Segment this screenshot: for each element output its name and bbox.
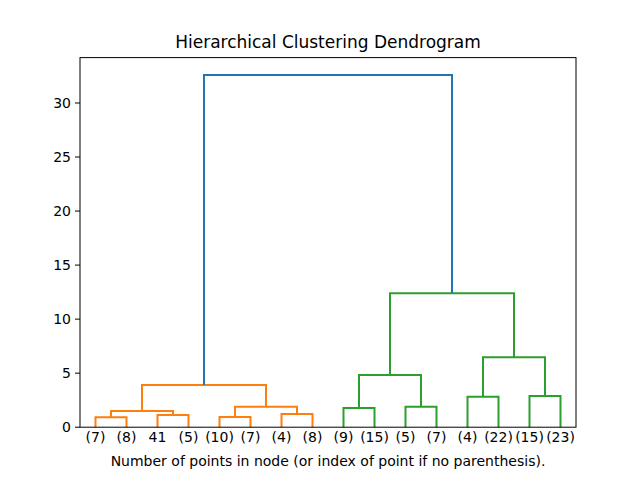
y-tick-label: 15 <box>53 257 71 273</box>
leaf-label: (7) <box>86 429 106 445</box>
y-tick-label: 25 <box>53 149 71 165</box>
dendrogram-link-K <box>468 397 499 428</box>
leaf-label: (5) <box>179 429 199 445</box>
dendrogram-link-L <box>530 396 561 427</box>
y-tick-label: 0 <box>62 419 71 435</box>
dendrogram-link-J <box>359 375 421 408</box>
dendrogram-link-H <box>344 408 375 427</box>
leaf-label: (4) <box>458 429 478 445</box>
leaf-label: (8) <box>117 429 137 445</box>
leaf-label: (5) <box>396 429 416 445</box>
leaf-label: (22) <box>484 429 513 445</box>
dendrogram-link-D <box>220 417 251 427</box>
leaf-label: (7) <box>427 429 447 445</box>
dendrogram-link-M <box>483 357 545 396</box>
leaf-label: (23) <box>546 429 575 445</box>
leaf-label: 41 <box>149 429 167 445</box>
y-axis-ticks: 0 5 10 15 20 25 30 <box>53 95 80 435</box>
x-axis-leaf-labels: (7) (8) 41 (5) (10) (7) (4) (8) (9) (15) (5) (7) (4)… <box>86 429 575 445</box>
dendrogram-link-N <box>390 293 514 375</box>
dendrogram-link-E <box>282 414 313 427</box>
leaf-label: (15) <box>360 429 389 445</box>
leaf-label: (15) <box>515 429 544 445</box>
x-axis-label: Number of points in node (or index of po… <box>111 453 546 469</box>
dendrogram-links <box>96 75 561 427</box>
y-tick-label: 5 <box>62 365 71 381</box>
dendrogram-figure: Hierarchical Clustering Dendrogram 0 5 10 1… <box>0 0 640 480</box>
leaf-label: (4) <box>272 429 292 445</box>
dendrogram-link-F <box>235 407 297 417</box>
leaf-label: (9) <box>334 429 354 445</box>
y-tick-label: 20 <box>53 203 71 219</box>
leaf-label: (10) <box>205 429 234 445</box>
dendrogram-link-A <box>96 417 127 427</box>
leaf-label: (8) <box>303 429 323 445</box>
dendrogram-link-R <box>204 75 452 385</box>
dendrogram-link-I <box>406 407 437 428</box>
axes-spines <box>80 58 576 428</box>
plot-area: Hierarchical Clustering Dendrogram 0 5 10 1… <box>0 0 640 480</box>
y-tick-label: 10 <box>53 311 71 327</box>
dendrogram-link-B <box>158 415 189 427</box>
y-tick-label: 30 <box>53 95 71 111</box>
chart-title: Hierarchical Clustering Dendrogram <box>175 32 481 52</box>
leaf-label: (7) <box>241 429 261 445</box>
